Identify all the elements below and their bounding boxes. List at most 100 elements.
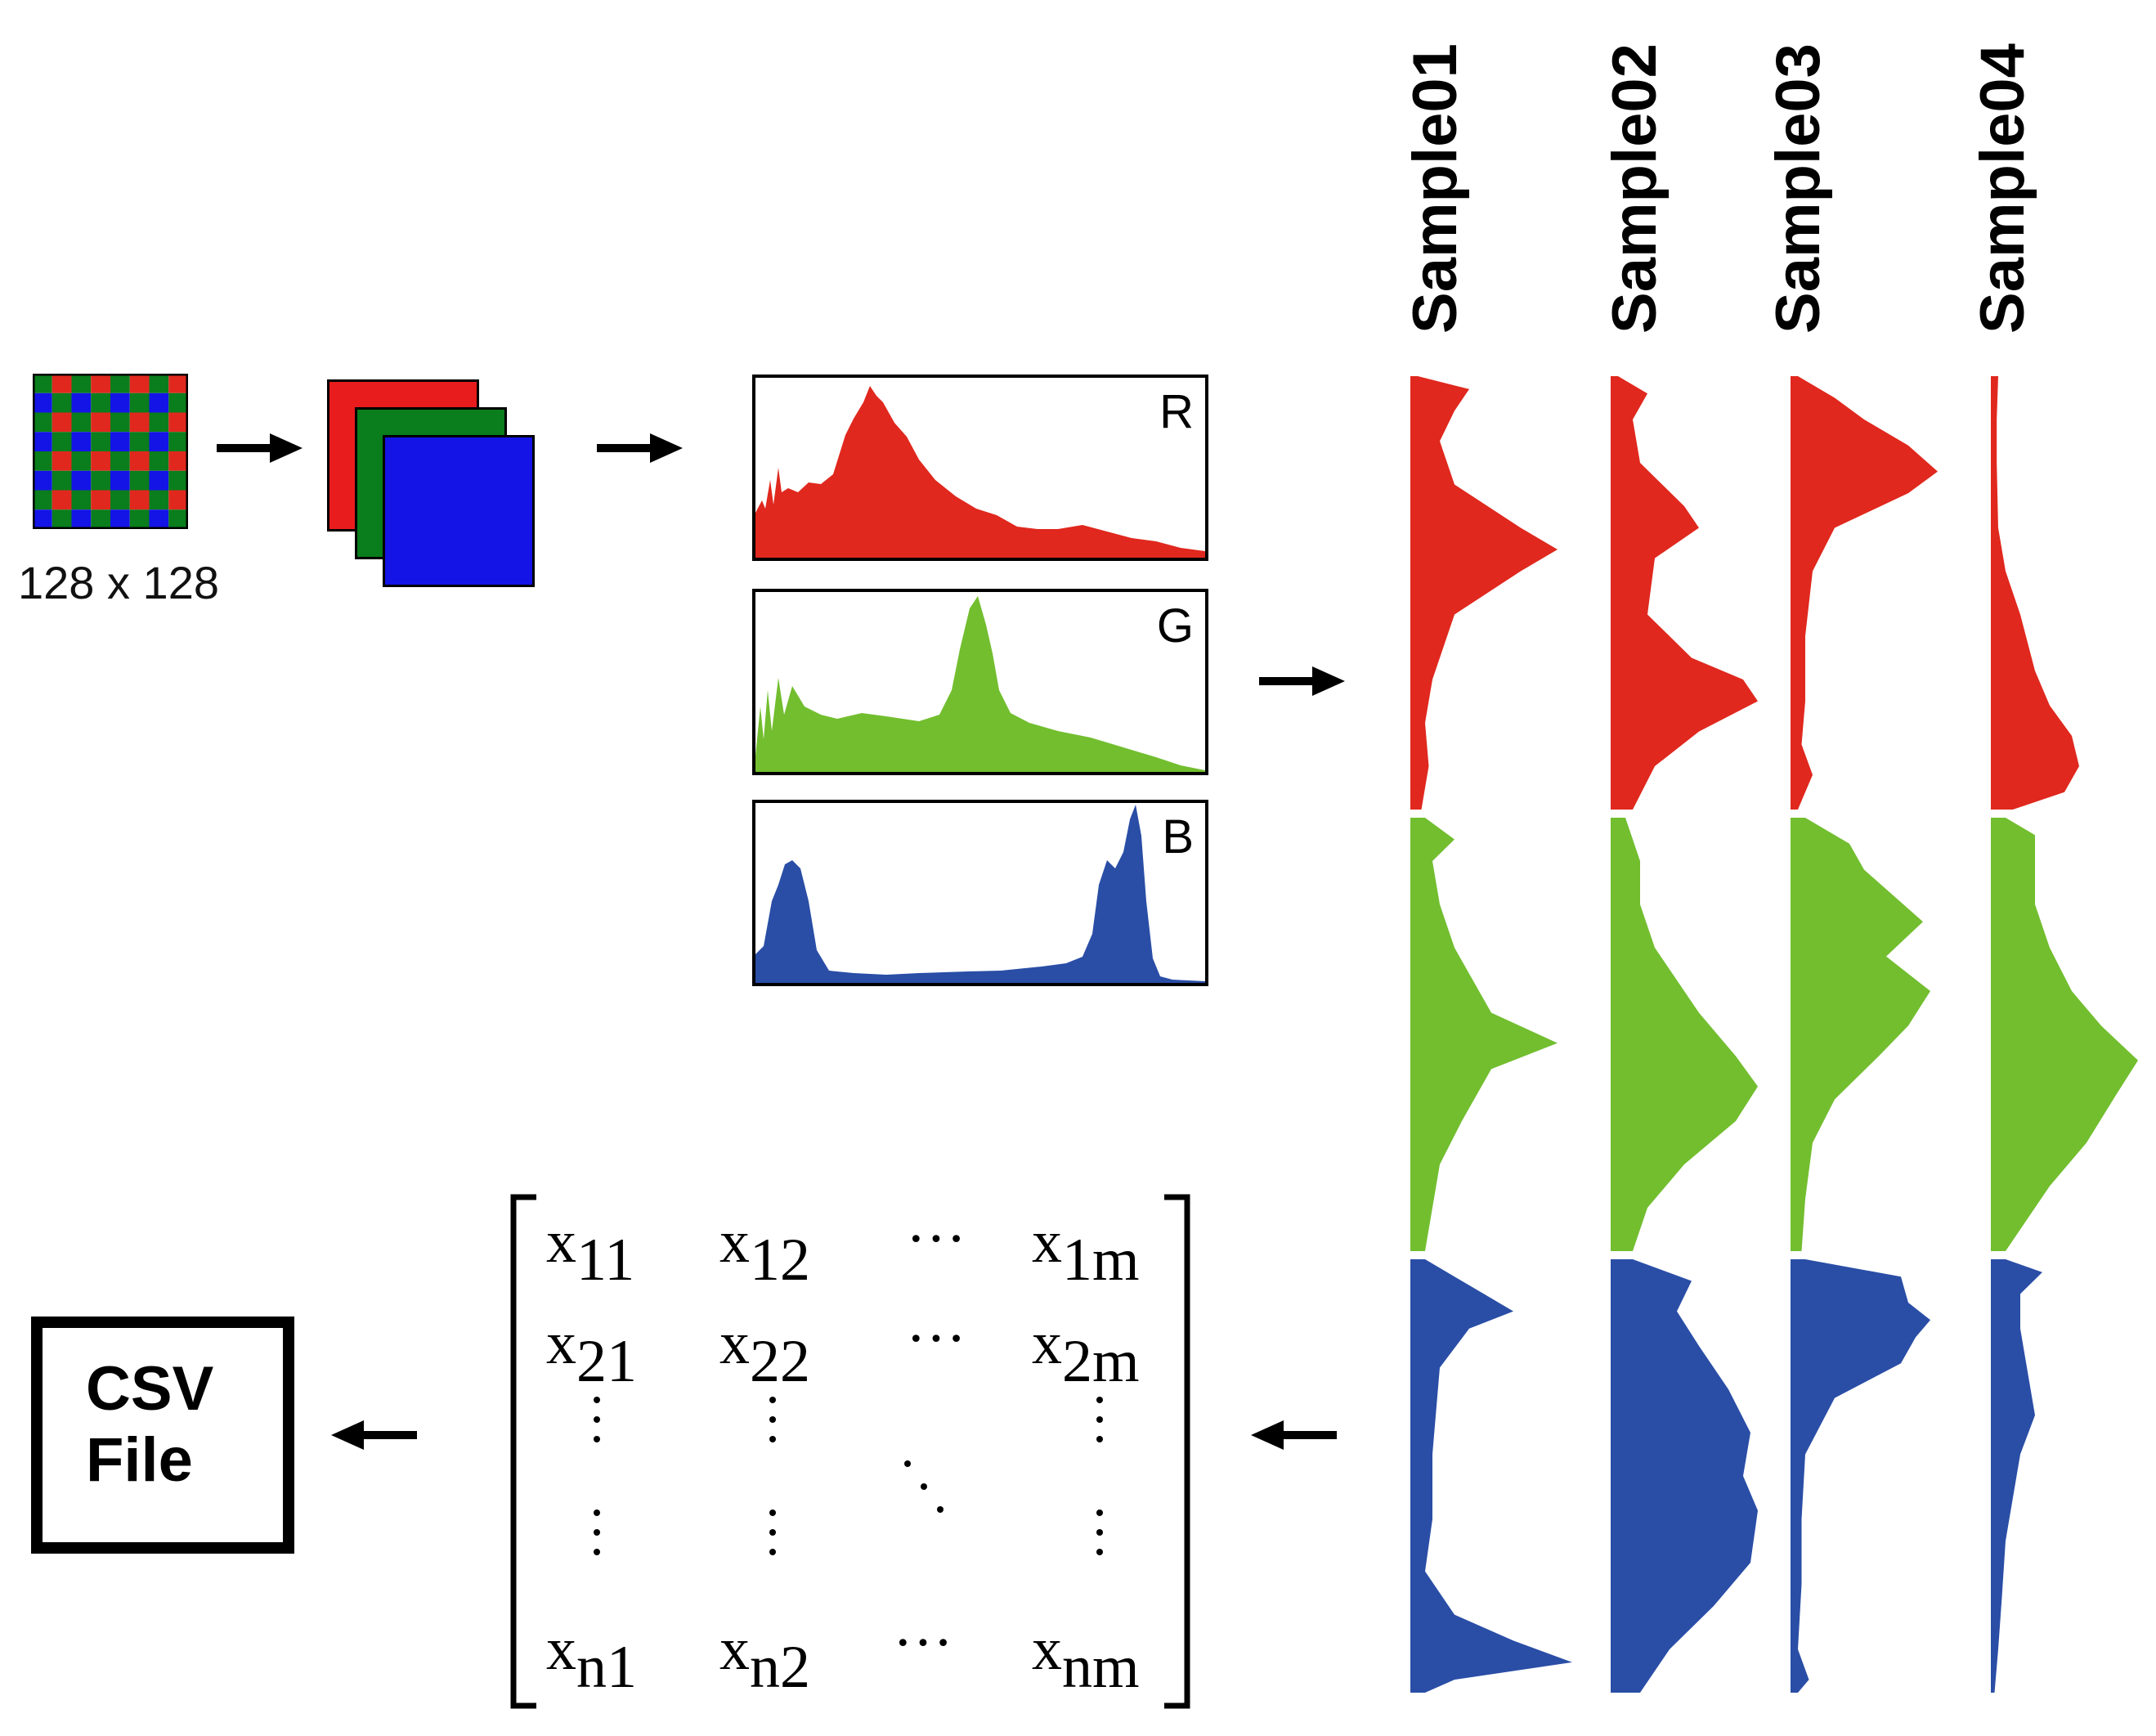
bayer-pixel <box>91 432 110 451</box>
blue-histogram: B <box>752 800 1208 986</box>
bayer-pixel <box>168 412 188 433</box>
blue-channel-layer <box>383 435 535 587</box>
sample-label-04: Sample04 <box>1968 43 2037 334</box>
red-histogram: R <box>752 375 1208 561</box>
sample-2-blue-histogram <box>1611 1259 1758 1693</box>
bayer-pixel <box>168 490 188 510</box>
sample-3-blue-histogram <box>1791 1259 1930 1693</box>
bayer-pixel <box>129 412 150 433</box>
arrow-right-icon <box>1259 666 1345 696</box>
matrix-entry: x22 <box>719 1310 810 1395</box>
bayer-pixel <box>52 393 72 413</box>
green-histogram-area <box>755 596 1205 772</box>
red-histogram-area <box>755 386 1205 558</box>
bayer-pixel <box>33 393 52 413</box>
bayer-pixel <box>168 393 188 413</box>
sample-4-green-histogram <box>1991 818 2138 1251</box>
green-histogram-label: G <box>1156 599 1194 653</box>
blue-histogram-label: B <box>1162 810 1194 864</box>
matrix-entry: x11 <box>546 1209 635 1294</box>
bayer-pixel <box>110 412 130 433</box>
bayer-pixel <box>91 490 110 510</box>
bayer-pixel <box>52 451 72 471</box>
bayer-pixel <box>149 490 169 510</box>
sample-histograms <box>1410 376 2138 1693</box>
sample-1-red-histogram <box>1410 376 1558 810</box>
sample-2-green-histogram <box>1611 818 1758 1251</box>
arrow-left-icon <box>331 1420 417 1450</box>
bayer-pixel <box>168 374 188 393</box>
bayer-pixel <box>110 509 130 529</box>
matrix-entry: xn1 <box>546 1616 637 1701</box>
bayer-pixel <box>91 451 110 471</box>
bayer-pixel <box>71 470 92 491</box>
sample-2-red-histogram <box>1611 376 1758 810</box>
bayer-pixel <box>71 432 92 451</box>
pixel-grid-border <box>33 374 188 529</box>
bayer-pixel <box>91 393 110 413</box>
bayer-pixel <box>33 451 52 471</box>
bayer-pixel <box>52 374 72 393</box>
bayer-pixel <box>52 432 72 451</box>
csv-file-label: CSV File <box>86 1353 213 1496</box>
bayer-pixel <box>129 374 150 393</box>
blue-histogram-area <box>755 805 1205 983</box>
bayer-pixel <box>33 470 52 491</box>
bayer-pixel <box>110 490 130 510</box>
matrix-entry: x1m <box>1032 1209 1140 1294</box>
bayer-pixel <box>33 374 52 393</box>
matrix-dots: ··· <box>893 1609 953 1676</box>
matrix-entry: x21 <box>546 1310 637 1395</box>
bayer-pixel <box>168 470 188 491</box>
bayer-pixel <box>71 393 92 413</box>
matrix-entry: x12 <box>719 1209 810 1294</box>
bayer-pixel <box>91 509 110 529</box>
bayer-pixel <box>91 412 110 433</box>
bayer-pixel <box>52 412 72 433</box>
sample-1-green-histogram <box>1410 818 1558 1251</box>
bayer-pixel <box>149 432 169 451</box>
bayer-pixel <box>71 374 92 393</box>
bayer-pixel <box>91 374 110 393</box>
bayer-pixel <box>129 470 150 491</box>
bayer-pixel <box>110 432 130 451</box>
bayer-pixel <box>71 509 92 529</box>
bayer-pixel <box>149 451 169 471</box>
bayer-pixel <box>149 412 169 433</box>
bayer-pixel <box>110 393 130 413</box>
sample-3-green-histogram <box>1791 818 1930 1251</box>
bayer-pixel <box>129 490 150 510</box>
bayer-pixel <box>52 509 72 529</box>
pixel-grid-icon <box>33 374 188 529</box>
bayer-pixel <box>129 393 150 413</box>
bayer-pixel <box>71 451 92 471</box>
bayer-pixel <box>168 509 188 529</box>
bayer-pixel <box>149 470 169 491</box>
bayer-pixel <box>71 490 92 510</box>
bayer-pixel <box>168 432 188 451</box>
matrix-left-bracket <box>510 1194 536 1709</box>
matrix-right-bracket <box>1164 1194 1190 1709</box>
bayer-pixel <box>33 509 52 529</box>
bayer-pixel <box>149 374 169 393</box>
sample-label-03: Sample03 <box>1764 43 1833 334</box>
input-size-caption: 128 x 128 <box>18 557 219 608</box>
bayer-pixel <box>149 509 169 529</box>
matrix-entry: xnm <box>1032 1616 1140 1701</box>
bayer-pixel <box>168 451 188 471</box>
matrix-dots: ··· <box>906 1305 966 1372</box>
bayer-pixel <box>33 490 52 510</box>
bayer-pixel <box>110 451 130 471</box>
sample-label-01: Sample01 <box>1401 43 1470 334</box>
sample-4-blue-histogram <box>1991 1259 2042 1693</box>
bayer-pixel <box>129 432 150 451</box>
sample-1-blue-histogram <box>1410 1259 1572 1693</box>
arrow-right-icon <box>217 433 303 463</box>
bayer-pixel <box>110 374 130 393</box>
matrix-entry: xn2 <box>719 1616 810 1701</box>
bayer-pixel <box>129 509 150 529</box>
matrix-dots: ··· <box>906 1205 966 1272</box>
sample-label-02: Sample02 <box>1600 43 1670 334</box>
bayer-pixel <box>149 393 169 413</box>
